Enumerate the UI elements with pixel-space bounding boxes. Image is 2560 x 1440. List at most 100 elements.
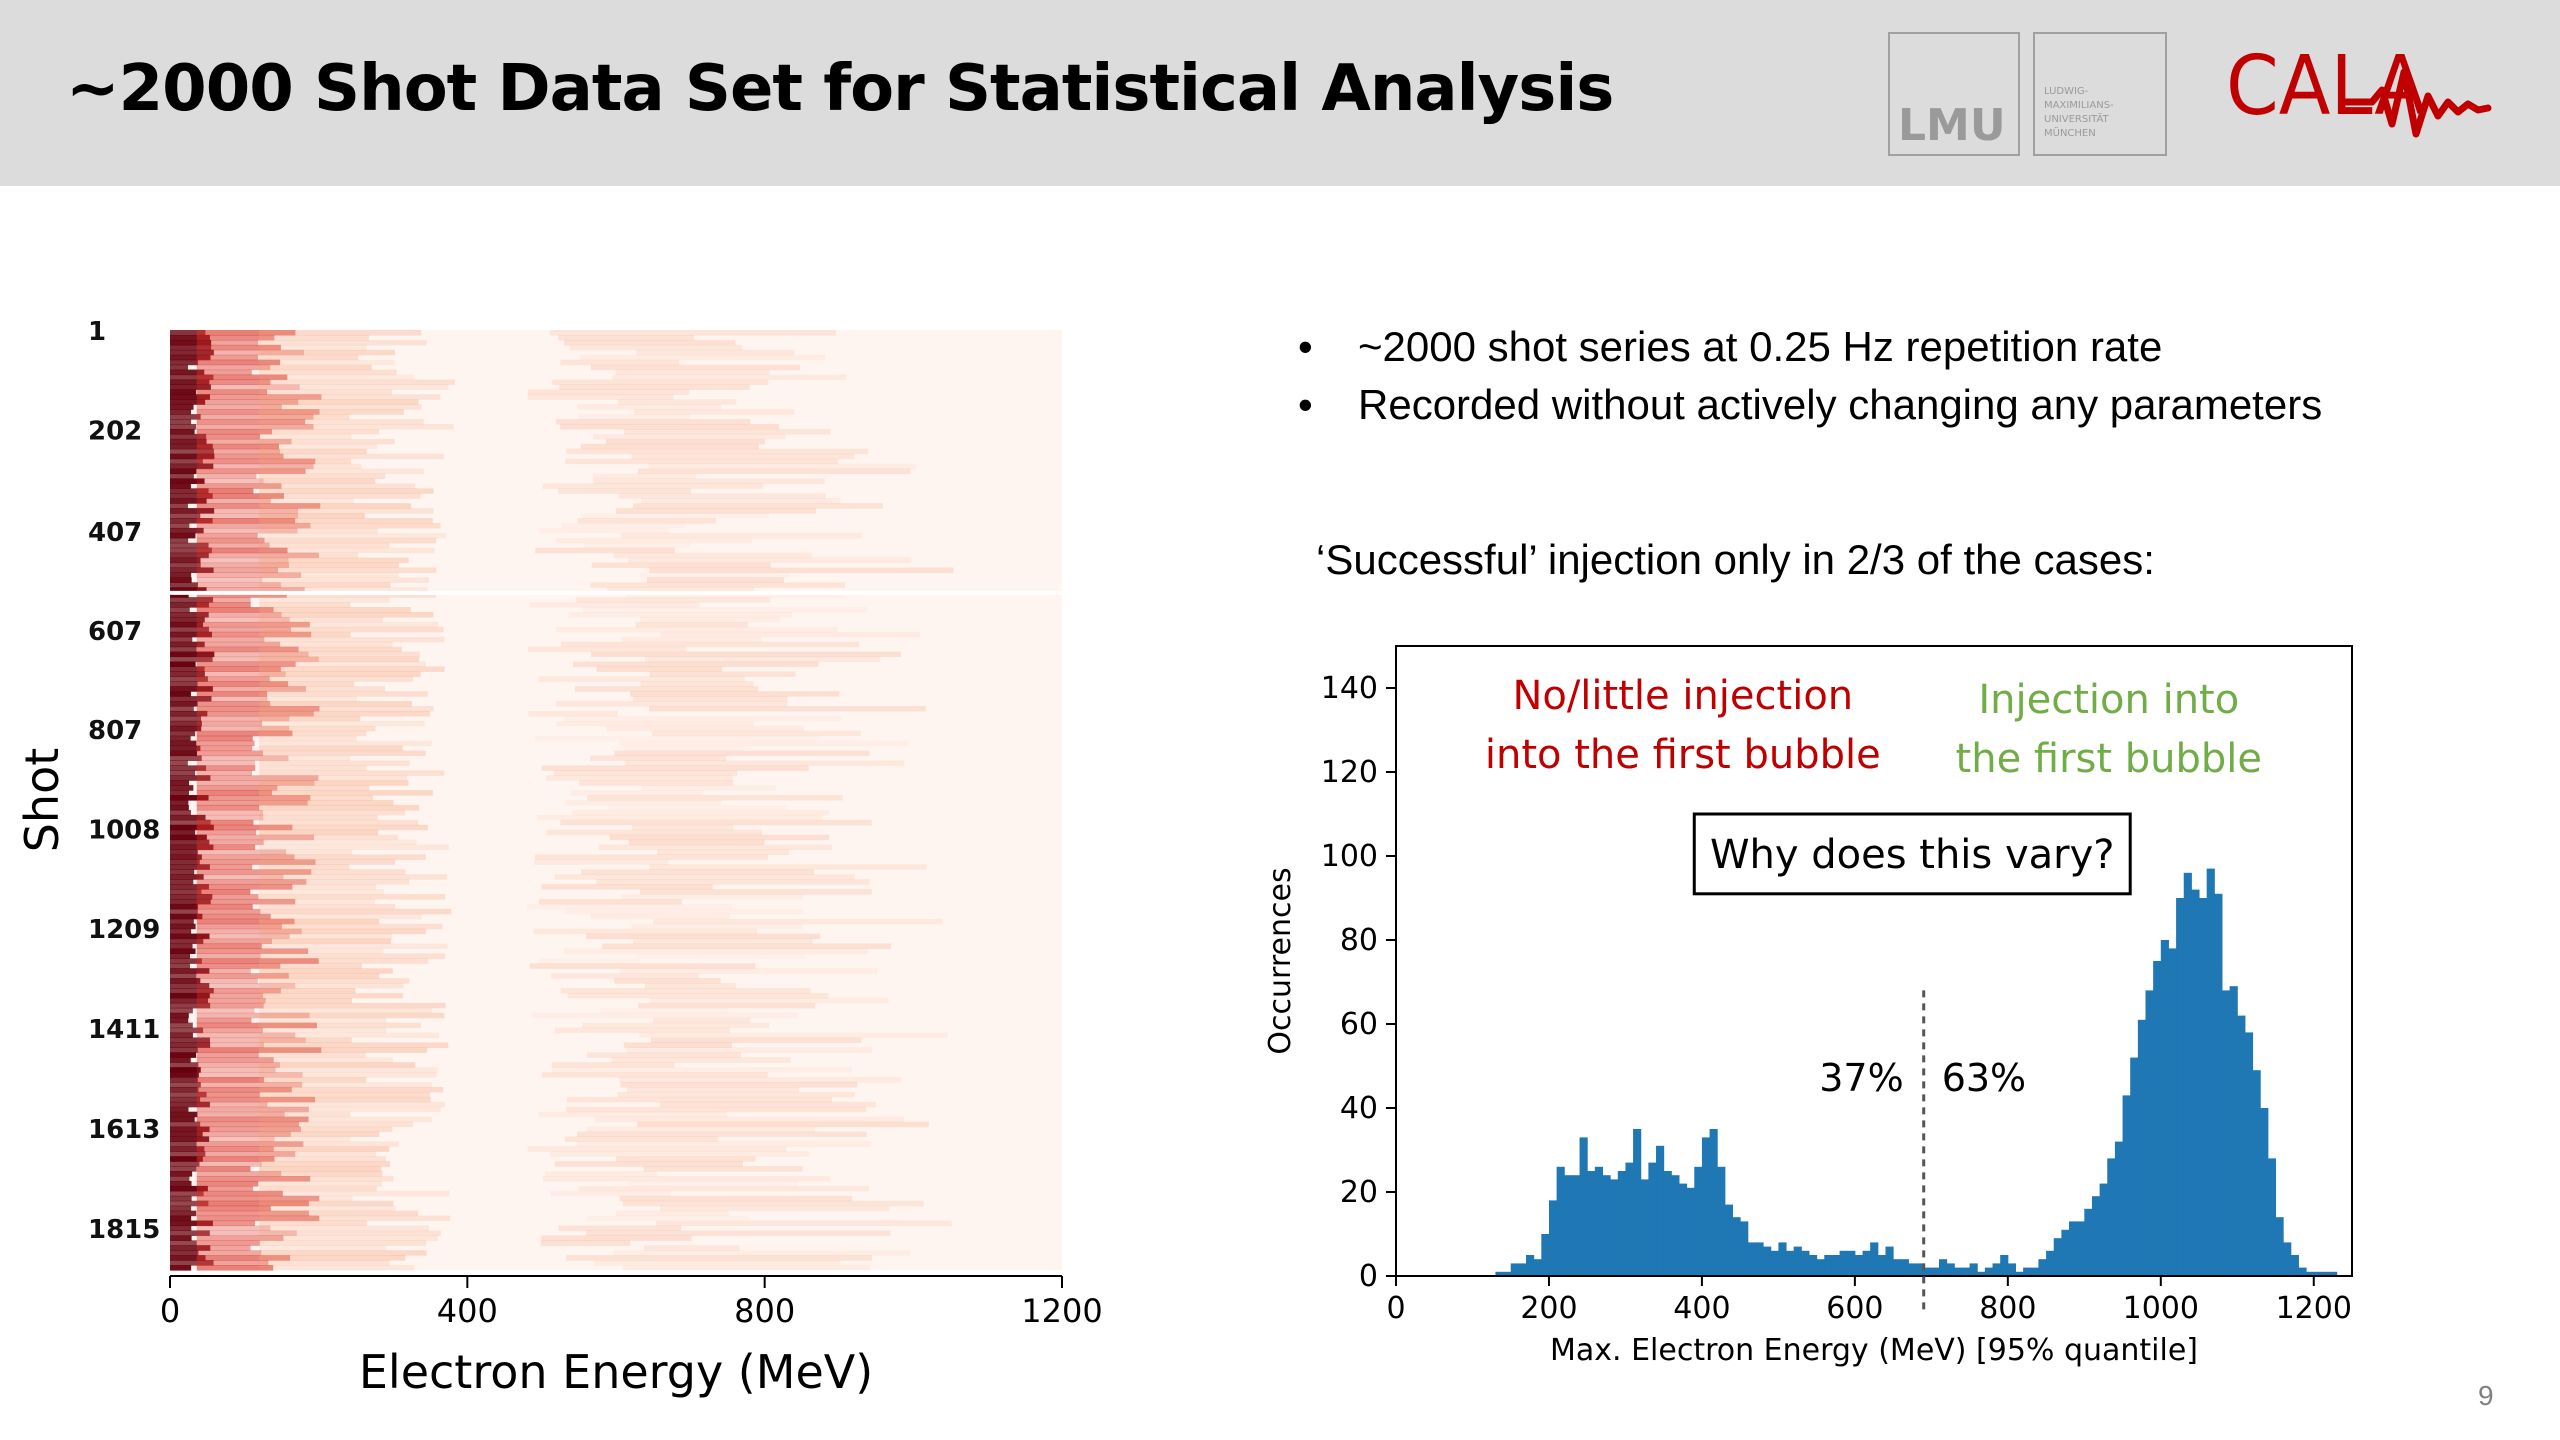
heatmap-row-mark — [613, 552, 812, 559]
heatmap-row-mark — [170, 775, 211, 781]
heatmap-row-mark — [170, 1027, 204, 1034]
heatmap-row-mark — [170, 1077, 198, 1083]
heatmap-row-mark — [659, 1101, 876, 1108]
heatmap-row-mark — [196, 612, 282, 618]
heatmap-row-mark — [196, 775, 319, 781]
heatmap-row-mark — [259, 508, 434, 514]
heatmap-row-mark — [259, 1007, 433, 1014]
histogram-bar — [1724, 1204, 1734, 1276]
heatmap-row-mark — [562, 522, 686, 529]
heatmap-row-mark — [568, 612, 792, 618]
shot-heatmap-chart: 0 400 800 1200 Electron Energy (MeV) 1 202 407 6… — [15, 317, 1103, 1399]
heatmap-row-mark — [170, 468, 197, 475]
heatmap-row-mark — [538, 958, 641, 964]
heatmap-row-mark — [637, 468, 911, 475]
heatmap-row-mark — [539, 1111, 728, 1118]
heatmap-row-mark — [196, 795, 311, 801]
heatmap-row-mark — [196, 1171, 282, 1177]
heatmap-row-mark — [533, 859, 669, 865]
heatmap-row-mark — [170, 997, 209, 1004]
histogram-bar — [1701, 1137, 1711, 1276]
histogram-bar — [2290, 1255, 2299, 1276]
heatmap-row-mark — [170, 394, 210, 400]
heatmap-row-mark — [259, 943, 448, 950]
histogram-y-tick-label: 20 — [1340, 1175, 1378, 1210]
heatmap-row-mark — [170, 908, 198, 915]
histogram-y-tick-label: 100 — [1321, 839, 1378, 874]
heatmap-row-mark — [259, 814, 378, 821]
heatmap-row-mark — [196, 978, 258, 984]
heatmap-row-mark — [196, 537, 265, 544]
heatmap-row-mark — [196, 354, 259, 361]
heatmap-row-mark — [592, 473, 697, 480]
heatmap-row-mark — [196, 1037, 306, 1044]
heatmap-row-mark — [259, 409, 404, 415]
heatmap-row-mark — [528, 646, 686, 653]
heatmap-row-mark — [170, 1176, 190, 1182]
heatmap-row-mark — [628, 1180, 798, 1187]
histogram-bar — [1633, 1129, 1642, 1276]
heatmap-row-mark — [170, 903, 199, 910]
heatmap-row-mark — [170, 948, 196, 954]
heatmap-x-tick-label: 1200 — [1021, 1292, 1102, 1330]
heatmap-row-mark — [529, 963, 756, 969]
heatmap-row-mark — [259, 691, 428, 697]
heatmap-row-mark — [170, 1146, 205, 1152]
heatmap-row-mark — [259, 513, 365, 519]
histogram-bar — [1717, 1166, 1726, 1276]
heatmap-row-mark — [170, 532, 196, 539]
heatmap-row-mark — [170, 725, 202, 732]
heatmap-row-mark — [170, 953, 191, 959]
heatmap-row-mark — [196, 839, 264, 846]
heatmap-row-mark — [196, 780, 315, 786]
heatmap-row-mark — [196, 542, 270, 549]
heatmap-row-mark — [170, 676, 208, 682]
heatmap-row-mark — [170, 414, 201, 420]
heatmap-row-mark — [621, 636, 762, 643]
histogram-bar — [1786, 1250, 1795, 1276]
heatmap-row-mark — [259, 879, 410, 885]
histogram-bar — [1816, 1259, 1825, 1276]
heatmap-row-mark — [196, 577, 263, 583]
bullet-item: • ~2000 shot series at 0.25 Hz repetition… — [1290, 318, 2322, 376]
heatmap-row-mark — [170, 478, 205, 484]
heatmap-row-mark — [639, 1032, 948, 1039]
histogram-bar — [1961, 1267, 1971, 1276]
heatmap-row-mark — [259, 1136, 351, 1142]
heatmap-row-mark — [196, 607, 274, 613]
heatmap-row-mark — [259, 1265, 415, 1271]
heatmap-row-mark — [259, 889, 384, 895]
heatmap-row-mark — [170, 518, 213, 524]
heatmap-row-mark — [648, 463, 916, 470]
heatmap-row-mark — [196, 814, 264, 821]
heatmap-row-mark — [624, 428, 831, 435]
heatmap-row-mark — [259, 1141, 399, 1147]
heatmap-row-mark — [170, 1141, 197, 1147]
heatmap-row-mark — [560, 359, 680, 366]
heatmap-row-mark — [170, 770, 196, 776]
injection-label: Injection into — [1978, 677, 2239, 723]
heatmap-row-mark — [196, 428, 273, 435]
heatmap-row-mark — [611, 1057, 791, 1063]
heatmap-row-mark — [170, 681, 198, 687]
histogram-bar — [1916, 1263, 1925, 1276]
heatmap-row-mark — [582, 607, 868, 613]
heatmap-row-mark — [196, 1002, 264, 1009]
heatmap-row-mark — [259, 963, 363, 969]
heatmap-row-mark — [581, 1022, 770, 1029]
heatmap-row-mark — [170, 453, 215, 460]
heatmap-row-mark — [196, 706, 320, 712]
heatmap-row-mark — [196, 983, 296, 989]
heatmap-row-mark — [259, 612, 434, 618]
heatmap-row-mark — [170, 943, 193, 950]
heatmap-row-mark — [170, 1022, 193, 1029]
heatmap-row-mark — [259, 730, 367, 737]
histogram-bar — [1556, 1166, 1565, 1276]
heatmap-row-mark — [624, 745, 744, 752]
histogram-bar — [1526, 1255, 1535, 1276]
heatmap-row-mark — [602, 943, 892, 950]
heatmap-row-mark — [170, 1240, 197, 1246]
heatmap-row-mark — [259, 602, 351, 608]
heatmap-row-mark — [170, 1121, 201, 1128]
heatmap-row-mark — [259, 1220, 367, 1227]
